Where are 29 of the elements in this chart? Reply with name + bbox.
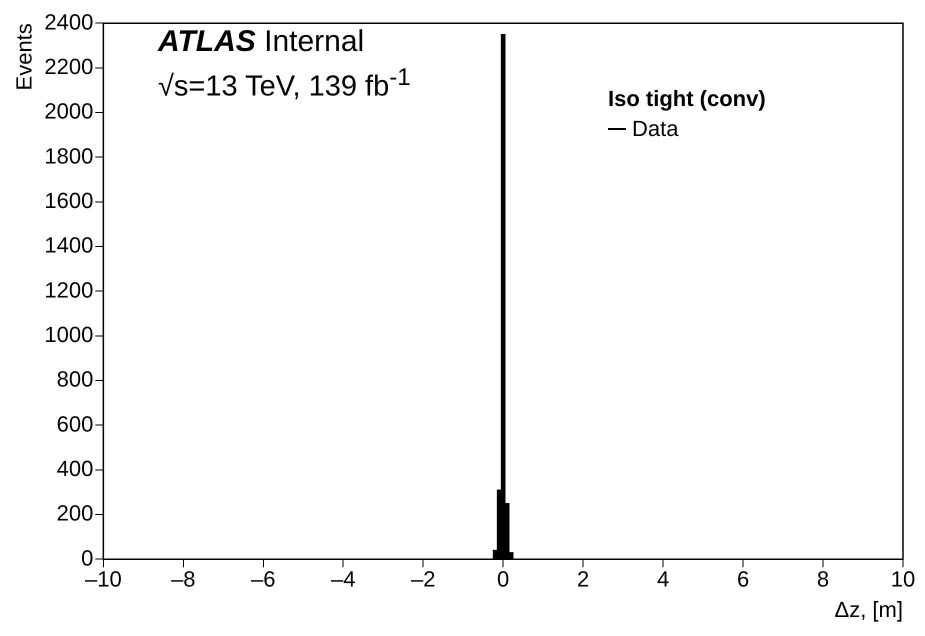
y-tick-label: 600 [56,411,94,436]
x-tick-label: –2 [410,566,436,592]
y-tick-label: 400 [56,456,94,481]
x-tick-label: 0 [497,566,510,592]
y-tick-label: 1400 [44,232,94,258]
x-tick-label: 8 [816,566,830,592]
y-tick-label: 1000 [44,322,94,347]
x-tick-label: 4 [656,566,670,592]
annotation: Internal [264,25,364,58]
x-tick-label: 2 [577,566,590,592]
y-tick-label: 1600 [44,188,94,213]
annotation: ATLAS [158,25,256,58]
x-tick-label: –8 [171,566,196,592]
x-axis-title: Δz, [m] [834,596,903,622]
y-tick-label: 1800 [44,143,94,168]
y-tick-label: 800 [56,366,94,392]
x-tick-label: –6 [251,566,276,592]
y-tick-label: 200 [56,500,94,526]
y-axis-title: Events [11,23,36,90]
y-tick-label: 1200 [44,277,94,302]
x-tick-label: 10 [890,566,916,592]
y-tick-label: 2200 [44,54,94,79]
legend-title: Iso tight (conv) [608,86,766,112]
annotation: √s=13 TeV, 139 fb$^{-1}$ [158,63,411,105]
y-tick-label: 2000 [44,98,94,124]
x-tick-label: –4 [330,566,356,592]
y-tick-label: 2400 [44,9,94,34]
legend-label: Data [632,116,678,142]
x-tick-label: 6 [736,566,750,592]
